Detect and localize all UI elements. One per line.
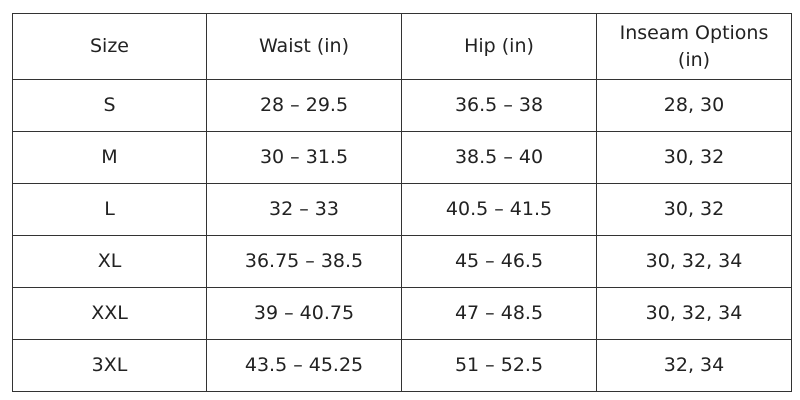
table-cell: 43.5 – 45.25 xyxy=(206,339,402,392)
table-cell: 30, 32 xyxy=(596,131,792,184)
table-cell: XXL xyxy=(12,287,207,340)
table-cell: 45 – 46.5 xyxy=(401,235,597,288)
table-cell: M xyxy=(12,131,207,184)
table-cell: 36.75 – 38.5 xyxy=(206,235,402,288)
header-cell: Inseam Options (in) xyxy=(596,13,792,80)
table-cell: 36.5 – 38 xyxy=(401,79,597,132)
table-cell: 28 – 29.5 xyxy=(206,79,402,132)
table-cell: 30, 32, 34 xyxy=(596,235,792,288)
header-cell: Waist (in) xyxy=(206,13,402,80)
table-cell: XL xyxy=(12,235,207,288)
size-table: Size Waist (in) Hip (in) Inseam Options (in… xyxy=(12,13,792,392)
table-body: S 28 – 29.5 36.5 – 38 28, 30 M 30 – 31.5 38.5 … xyxy=(12,79,792,392)
table-cell: 30, 32 xyxy=(596,183,792,236)
table-cell: 32, 34 xyxy=(596,339,792,392)
header-cell: Hip (in) xyxy=(401,13,597,80)
table-cell: 39 – 40.75 xyxy=(206,287,402,340)
header-cell: Size xyxy=(12,13,207,80)
table-row: M 30 – 31.5 38.5 – 40 30, 32 xyxy=(12,131,792,184)
table-cell: 3XL xyxy=(12,339,207,392)
header-row: Size Waist (in) Hip (in) Inseam Options (in… xyxy=(12,13,792,80)
table-row: S 28 – 29.5 36.5 – 38 28, 30 xyxy=(12,79,792,132)
table-cell: L xyxy=(12,183,207,236)
table-row: XL 36.75 – 38.5 45 – 46.5 30, 32, 34 xyxy=(12,235,792,288)
table-row: XXL 39 – 40.75 47 – 48.5 30, 32, 34 xyxy=(12,287,792,340)
table-row: 3XL 43.5 – 45.25 51 – 52.5 32, 34 xyxy=(12,339,792,392)
table-cell: 30 – 31.5 xyxy=(206,131,402,184)
table-header: Size Waist (in) Hip (in) Inseam Options (in… xyxy=(12,13,792,80)
table-cell: 51 – 52.5 xyxy=(401,339,597,392)
table-cell: 28, 30 xyxy=(596,79,792,132)
table-cell: 47 – 48.5 xyxy=(401,287,597,340)
table-cell: 30, 32, 34 xyxy=(596,287,792,340)
table-cell: S xyxy=(12,79,207,132)
table-row: L 32 – 33 40.5 – 41.5 30, 32 xyxy=(12,183,792,236)
table-cell: 32 – 33 xyxy=(206,183,402,236)
table-cell: 38.5 – 40 xyxy=(401,131,597,184)
table-cell: 40.5 – 41.5 xyxy=(401,183,597,236)
